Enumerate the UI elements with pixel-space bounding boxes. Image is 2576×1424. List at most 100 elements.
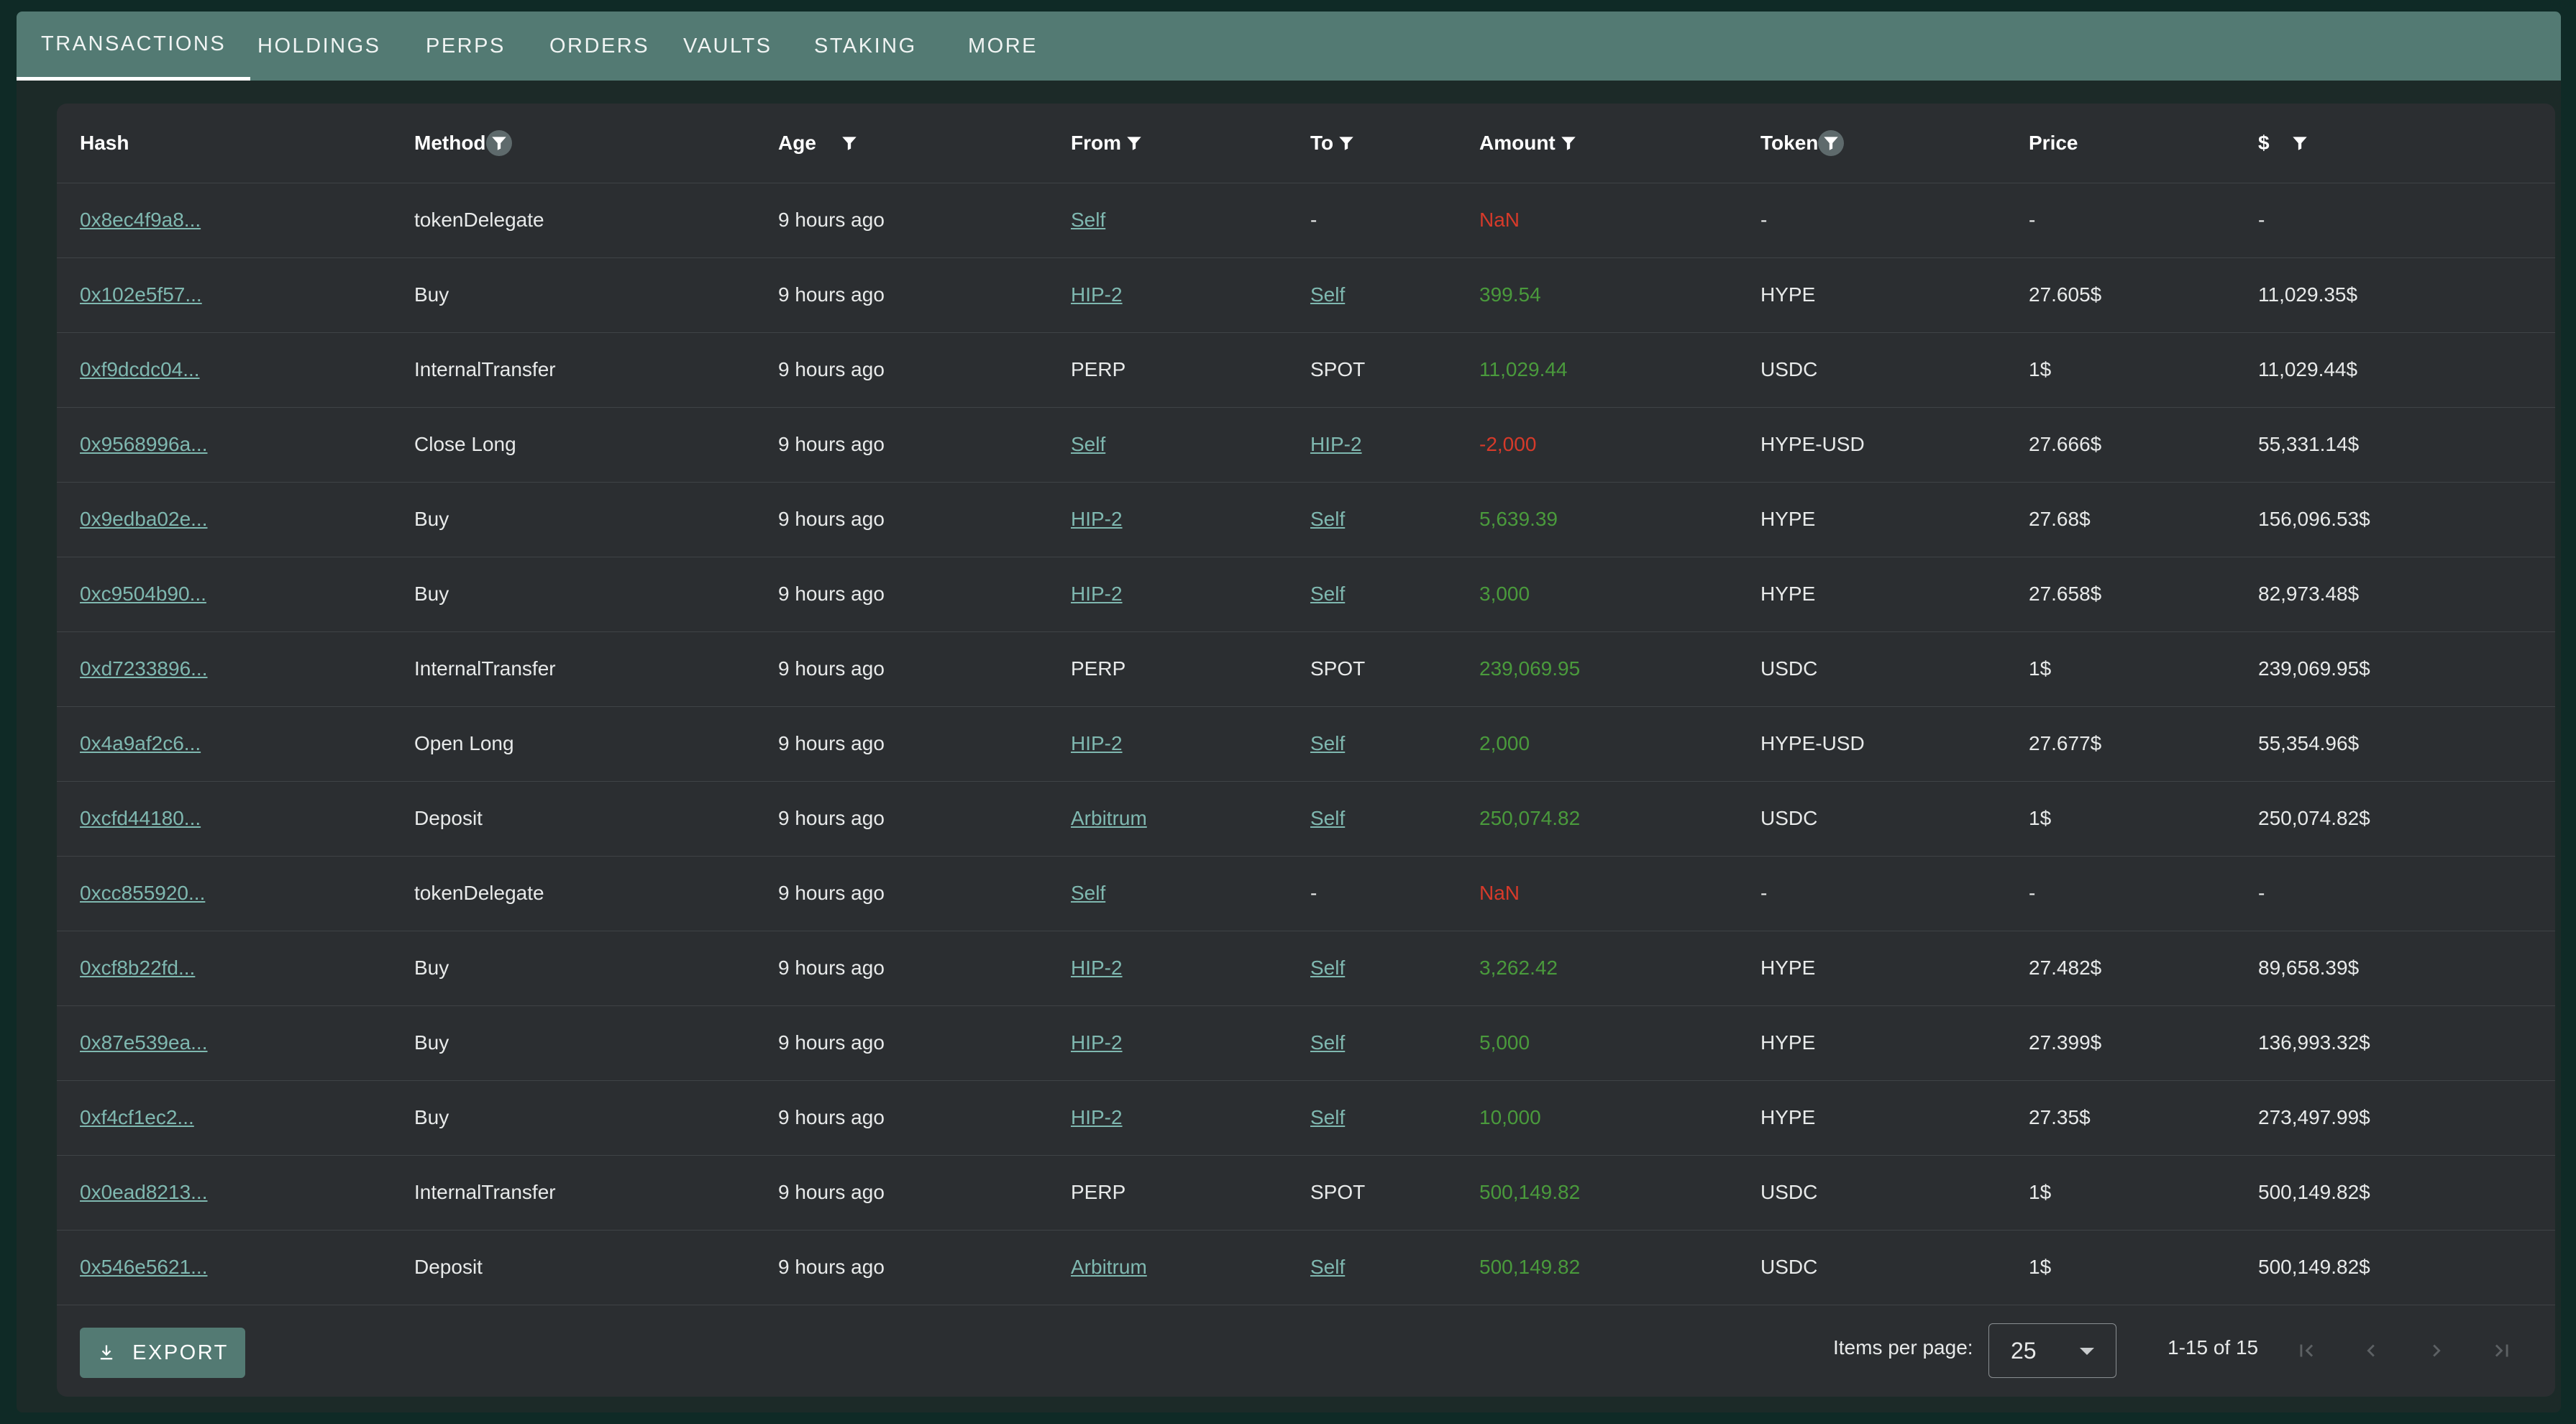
- to-link[interactable]: Self: [1310, 957, 1346, 979]
- download-icon: [100, 1345, 113, 1360]
- from-link[interactable]: Self: [1071, 209, 1106, 231]
- hash-link[interactable]: 0xf4cf1ec2...: [80, 1106, 194, 1128]
- usd-value-cell: 55,354.96$: [2258, 732, 2360, 754]
- items-per-page-select[interactable]: 25: [1988, 1323, 2116, 1378]
- age-cell: 9 hours ago: [778, 882, 885, 904]
- previous-page-button[interactable]: [2355, 1335, 2387, 1366]
- table-row[interactable]: 0xcf8b22fd... Buy 9 hours ago HIP-2 Self 3,26…: [57, 931, 2555, 1006]
- table-header: Hash Method Age From To Amount: [57, 104, 2555, 183]
- age-cell: 9 hours ago: [778, 1181, 885, 1203]
- age-cell: 9 hours ago: [778, 358, 885, 380]
- hash-link[interactable]: 0xcf8b22fd...: [80, 957, 196, 979]
- hash-link[interactable]: 0x0ead8213...: [80, 1181, 208, 1203]
- filter-icon[interactable]: [836, 130, 862, 156]
- filter-icon[interactable]: [2287, 130, 2313, 156]
- table-row[interactable]: 0x8ec4f9a8... tokenDelegate 9 hours ago Sel…: [57, 183, 2555, 258]
- filter-icon[interactable]: [1333, 130, 1359, 156]
- table-row[interactable]: 0xf9dcdc04... InternalTransfer 9 hours ago…: [57, 332, 2555, 408]
- hash-link[interactable]: 0x8ec4f9a8...: [80, 209, 201, 231]
- table-row[interactable]: 0x9568996a... Close Long 9 hours ago Self HI…: [57, 407, 2555, 483]
- to-link[interactable]: HIP-2: [1310, 433, 1362, 455]
- to-link[interactable]: Self: [1310, 508, 1346, 530]
- method-cell: Buy: [414, 583, 449, 605]
- hash-link[interactable]: 0x9568996a...: [80, 433, 208, 455]
- price-cell: 27.658$: [2029, 583, 2102, 605]
- column-header-hash: Hash: [80, 104, 129, 183]
- hash-link[interactable]: 0xf9dcdc04...: [80, 358, 200, 380]
- transactions-panel: TRANSACTIONS HOLDINGS PERPS ORDERS VAULT…: [17, 12, 2561, 1412]
- age-cell: 9 hours ago: [778, 732, 885, 754]
- usd-value-cell: 500,149.82$: [2258, 1181, 2370, 1203]
- token-cell: USDC: [1760, 1181, 1818, 1203]
- to-link[interactable]: Self: [1310, 1106, 1346, 1128]
- method-cell: InternalTransfer: [414, 358, 556, 380]
- to-link[interactable]: Self: [1310, 807, 1346, 829]
- method-cell: Buy: [414, 283, 449, 306]
- from-link[interactable]: HIP-2: [1071, 957, 1123, 979]
- table-row[interactable]: 0x87e539ea... Buy 9 hours ago HIP-2 Self 5,00…: [57, 1005, 2555, 1081]
- price-cell: 27.68$: [2029, 508, 2091, 530]
- tab-more[interactable]: MORE: [968, 34, 1038, 58]
- from-link[interactable]: HIP-2: [1071, 1031, 1123, 1054]
- hash-link[interactable]: 0xcfd44180...: [80, 807, 201, 829]
- token-cell: HYPE: [1760, 508, 1816, 530]
- table-row[interactable]: 0xcc855920... tokenDelegate 9 hours ago Sel…: [57, 856, 2555, 931]
- hash-link[interactable]: 0xc9504b90...: [80, 583, 206, 605]
- filter-icon[interactable]: [1556, 130, 1581, 156]
- to-link[interactable]: Self: [1310, 1256, 1346, 1278]
- hash-link[interactable]: 0x9edba02e...: [80, 508, 208, 530]
- from-link[interactable]: HIP-2: [1071, 1106, 1123, 1128]
- price-cell: 27.399$: [2029, 1031, 2102, 1054]
- tab-holdings[interactable]: HOLDINGS: [257, 34, 381, 58]
- filter-icon[interactable]: [1818, 130, 1845, 156]
- age-cell: 9 hours ago: [778, 209, 885, 231]
- next-page-button[interactable]: [2421, 1335, 2452, 1366]
- last-page-button[interactable]: [2486, 1335, 2518, 1366]
- table-row[interactable]: 0x4a9af2c6... Open Long 9 hours ago HIP-2 Se…: [57, 706, 2555, 782]
- table-row[interactable]: 0xcfd44180... Deposit 9 hours ago Arbitrum S…: [57, 781, 2555, 857]
- hash-link[interactable]: 0x4a9af2c6...: [80, 732, 201, 754]
- hash-link[interactable]: 0xd7233896...: [80, 657, 208, 680]
- tab-vaults[interactable]: VAULTS: [683, 34, 772, 58]
- usd-value-cell: 11,029.35$: [2258, 283, 2358, 306]
- from-link[interactable]: HIP-2: [1071, 732, 1123, 754]
- table-row[interactable]: 0x546e5621... Deposit 9 hours ago Arbitrum S…: [57, 1230, 2555, 1305]
- tab-perps[interactable]: PERPS: [426, 34, 506, 58]
- first-page-button[interactable]: [2290, 1335, 2322, 1366]
- table-row[interactable]: 0x102e5f57... Buy 9 hours ago HIP-2 Self 399.…: [57, 257, 2555, 333]
- from-link[interactable]: HIP-2: [1071, 283, 1123, 306]
- token-cell: HYPE: [1760, 283, 1816, 306]
- table-row[interactable]: 0xf4cf1ec2... Buy 9 hours ago HIP-2 Self 10,0…: [57, 1080, 2555, 1156]
- from-link[interactable]: Arbitrum: [1071, 1256, 1147, 1278]
- transactions-table: Hash Method Age From To Amount: [57, 104, 2555, 1397]
- hash-link[interactable]: 0x102e5f57...: [80, 283, 202, 306]
- table-row[interactable]: 0x9edba02e... Buy 9 hours ago HIP-2 Self 5,63…: [57, 482, 2555, 557]
- filter-icon[interactable]: [1121, 130, 1147, 156]
- hash-link[interactable]: 0x546e5621...: [80, 1256, 208, 1278]
- from-link[interactable]: HIP-2: [1071, 583, 1123, 605]
- from-cell: PERP: [1071, 657, 1126, 680]
- from-link[interactable]: Self: [1071, 433, 1106, 455]
- hash-link[interactable]: 0xcc855920...: [80, 882, 206, 904]
- filter-icon[interactable]: [485, 130, 512, 156]
- tab-orders[interactable]: ORDERS: [549, 34, 650, 58]
- column-header-amount: Amount: [1479, 104, 1581, 183]
- from-link[interactable]: HIP-2: [1071, 508, 1123, 530]
- column-label: Hash: [80, 132, 129, 154]
- from-link[interactable]: Arbitrum: [1071, 807, 1147, 829]
- to-link[interactable]: Self: [1310, 283, 1346, 306]
- to-cell: SPOT: [1310, 358, 1366, 380]
- table-row[interactable]: 0xd7233896... InternalTransfer 9 hours ago…: [57, 631, 2555, 707]
- export-button[interactable]: EXPORT: [80, 1328, 245, 1378]
- table-row[interactable]: 0xc9504b90... Buy 9 hours ago HIP-2 Self 3,00…: [57, 557, 2555, 632]
- hash-link[interactable]: 0x87e539ea...: [80, 1031, 208, 1054]
- to-link[interactable]: Self: [1310, 1031, 1346, 1054]
- chevron-right-icon: [2433, 1344, 2441, 1357]
- tab-transactions[interactable]: TRANSACTIONS: [17, 12, 251, 81]
- tab-staking[interactable]: STAKING: [814, 34, 917, 58]
- from-link[interactable]: Self: [1071, 882, 1106, 904]
- to-link[interactable]: Self: [1310, 583, 1346, 605]
- to-link[interactable]: Self: [1310, 732, 1346, 754]
- age-cell: 9 hours ago: [778, 283, 885, 306]
- table-row[interactable]: 0x0ead8213... InternalTransfer 9 hours ago…: [57, 1155, 2555, 1231]
